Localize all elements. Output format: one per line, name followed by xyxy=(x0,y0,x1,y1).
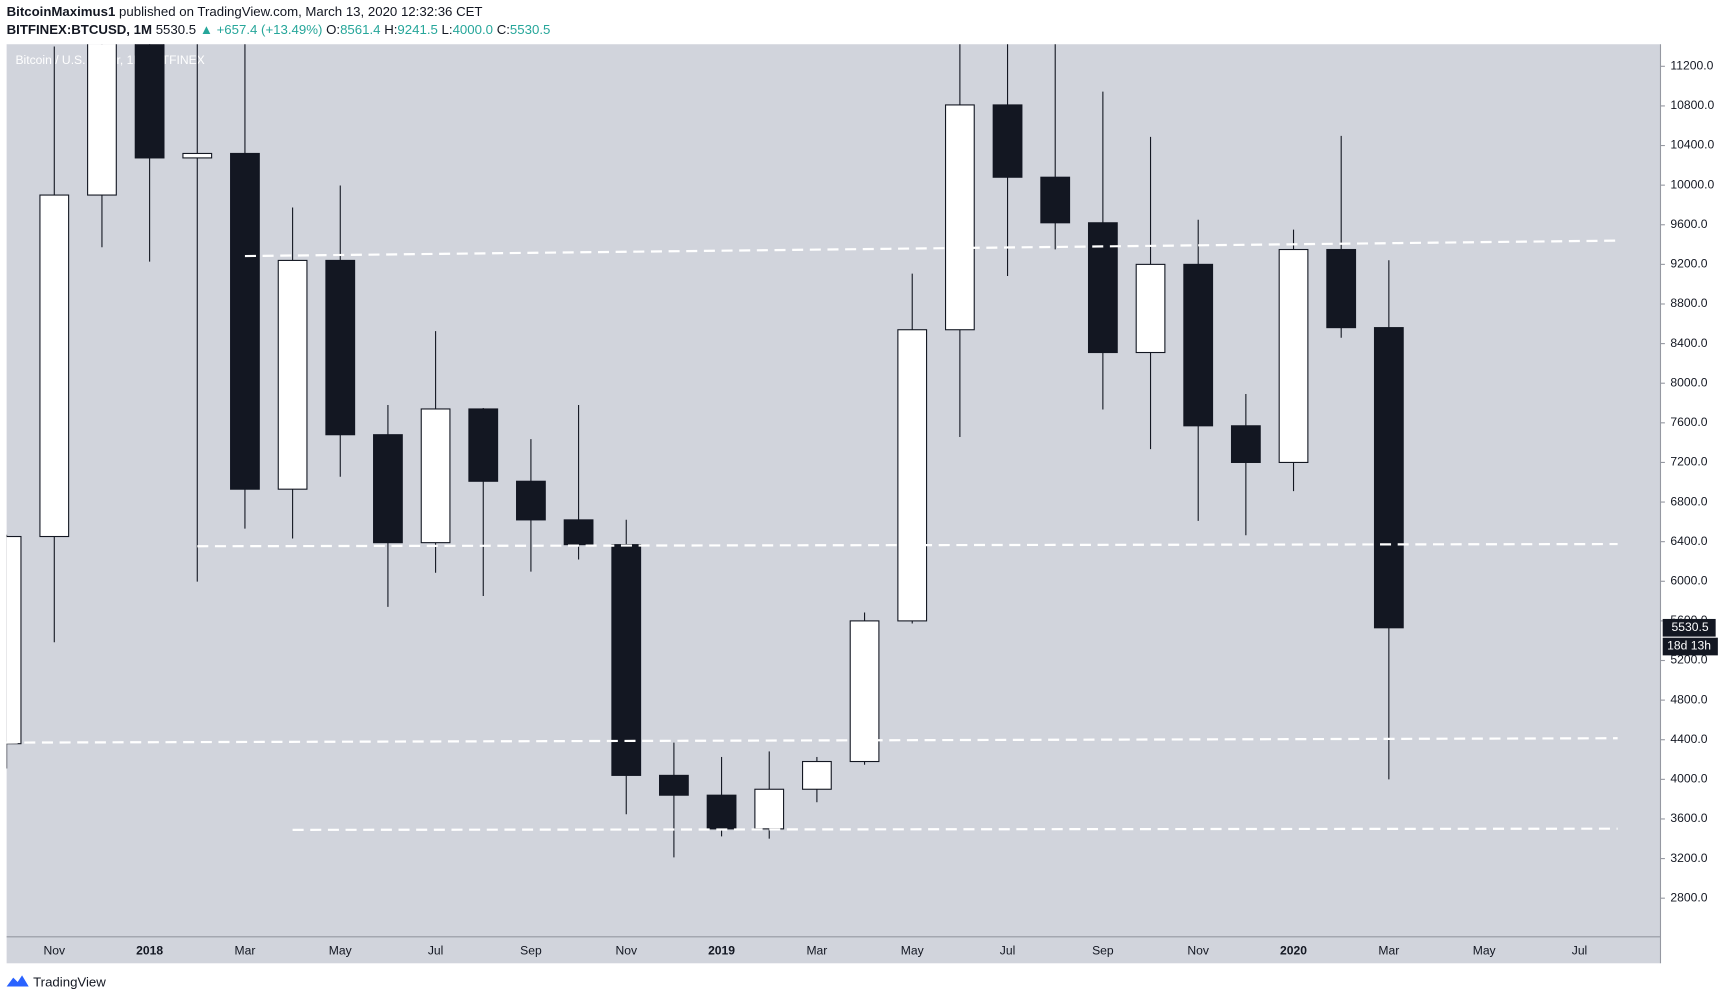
candle-body xyxy=(849,620,880,763)
price-label: 5530.5 xyxy=(1672,620,1709,634)
candles xyxy=(6,44,1404,858)
author: BitcoinMaximus1 xyxy=(7,4,116,19)
candle-body xyxy=(1087,222,1118,354)
x-tick-label: Sep xyxy=(1092,943,1114,957)
x-tick-label: Sep xyxy=(520,943,542,957)
published: published on TradingView.com, March 13, … xyxy=(119,4,483,19)
l: 4000.0 xyxy=(453,21,493,36)
x-tick-label: May xyxy=(901,943,925,957)
candle-body xyxy=(6,535,22,745)
change: ▲ +657.4 (+13.49%) xyxy=(200,21,323,36)
y-tick-label: 9600.0 xyxy=(1670,217,1707,231)
x-tick-label: May xyxy=(1473,943,1497,957)
last: 5530.5 xyxy=(156,21,196,36)
x-tick-label: Mar xyxy=(806,943,827,957)
y-tick-label: 10800.0 xyxy=(1670,98,1714,112)
x-tick-label: Mar xyxy=(234,943,255,957)
candle-body xyxy=(659,774,689,796)
l-label: L: xyxy=(442,21,453,36)
brand: TradingView xyxy=(33,975,106,990)
x-tick-label: 2020 xyxy=(1280,943,1307,957)
x-tick-label: Nov xyxy=(615,943,637,957)
candle-body xyxy=(87,44,117,196)
candle-body xyxy=(1373,327,1404,629)
candle-body xyxy=(277,259,308,490)
header-line-1: BitcoinMaximus1 published on TradingView… xyxy=(7,4,483,19)
countdown: 18d 13h xyxy=(1667,639,1711,653)
candle-body xyxy=(420,408,451,544)
countdown-box xyxy=(1662,637,1718,656)
candle-body xyxy=(754,788,785,830)
y-tick-label: 5200.0 xyxy=(1670,653,1707,667)
x-tick-label: Jul xyxy=(428,943,444,957)
candle-body xyxy=(802,760,832,790)
o: 8561.4 xyxy=(340,21,380,36)
candle-body xyxy=(373,434,403,544)
y-tick-label: 11200.0 xyxy=(1670,59,1713,73)
y-tick-label: 6000.0 xyxy=(1670,573,1707,587)
y-tick-label: 2800.0 xyxy=(1670,890,1707,904)
x-tick-label: Nov xyxy=(1187,943,1209,957)
candle-body xyxy=(897,329,928,622)
candle-body xyxy=(39,194,70,538)
candle-body xyxy=(325,259,356,436)
h: 9241.5 xyxy=(397,21,437,36)
y-tick-label: 10400.0 xyxy=(1670,138,1714,152)
y-tick-label: 4400.0 xyxy=(1670,732,1707,746)
candle-body xyxy=(1183,263,1214,427)
y-tick-label: 10000.0 xyxy=(1670,177,1714,191)
candle-body xyxy=(944,104,975,331)
x-tick-label: 2019 xyxy=(708,943,735,957)
y-tick-label: 8800.0 xyxy=(1670,296,1707,310)
candle-body xyxy=(516,480,546,521)
candle-body xyxy=(706,794,737,830)
y-tick-label: 6800.0 xyxy=(1670,494,1707,508)
candle-body xyxy=(230,152,260,490)
y-tick-label: 4000.0 xyxy=(1670,772,1707,786)
y-tick-label: 7600.0 xyxy=(1670,415,1707,429)
candle-body xyxy=(1278,248,1309,463)
candle-body xyxy=(1135,263,1166,354)
horizontal-level xyxy=(197,542,1618,548)
y-tick-label: 8400.0 xyxy=(1670,336,1707,350)
candle-body xyxy=(992,104,1023,178)
brand-logo xyxy=(6,975,29,987)
candle-body xyxy=(134,44,165,159)
y-tick-label: 4800.0 xyxy=(1670,692,1707,706)
candle-body xyxy=(1326,248,1357,329)
x-tick-label: 2018 xyxy=(136,943,163,957)
candle-body xyxy=(468,408,499,482)
candle-body xyxy=(182,152,213,159)
o-label: O: xyxy=(326,21,340,36)
x-tick-label: May xyxy=(329,943,353,957)
y-tick-label: 3600.0 xyxy=(1670,811,1707,825)
c-label: C: xyxy=(497,21,510,36)
horizontal-level xyxy=(292,827,1618,831)
x-tick-label: Mar xyxy=(1378,943,1399,957)
candle-body xyxy=(1040,176,1071,224)
candle-body xyxy=(611,544,642,776)
c: 5530.5 xyxy=(510,21,550,36)
y-tick-label: 7200.0 xyxy=(1670,455,1707,469)
x-tick-label: Jul xyxy=(1572,943,1588,957)
y-tick-label: 6400.0 xyxy=(1670,534,1707,548)
candle-body xyxy=(1230,425,1261,463)
price-label-box xyxy=(1662,618,1716,637)
x-tick-label: Jul xyxy=(1000,943,1016,957)
h-label: H: xyxy=(384,21,397,36)
candle-body xyxy=(563,519,594,546)
symbol: BITFINEX:BTCUSD, 1M xyxy=(7,21,152,36)
horizontal-level xyxy=(6,737,1618,744)
header-line-2: BITFINEX:BTCUSD, 1M 5530.5 ▲ +657.4 (+13… xyxy=(7,21,551,36)
y-tick-label: 3200.0 xyxy=(1670,851,1707,865)
y-tick-label: 8000.0 xyxy=(1670,375,1707,389)
y-tick-label: 9200.0 xyxy=(1670,257,1707,271)
x-tick-label: Nov xyxy=(44,943,66,957)
